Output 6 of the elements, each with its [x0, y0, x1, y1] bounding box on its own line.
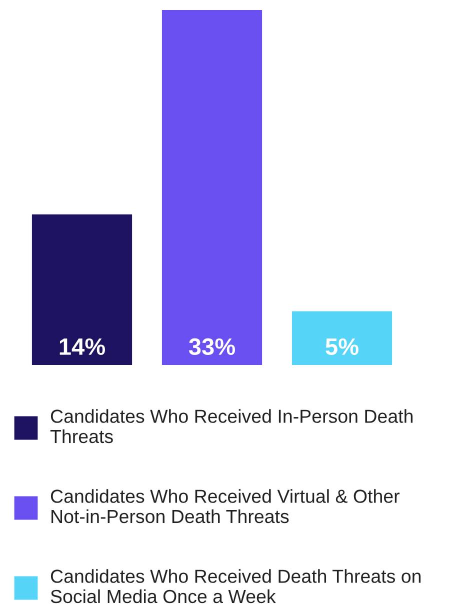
data-label: 33% [188, 338, 236, 356]
legend-label: Candidates Who Received Virtual & Other Not-in-Person Death Threats [50, 489, 400, 524]
legend-label: Candidates Who Received In-Person Death Threats [50, 409, 413, 444]
legend-label: Candidates Who Received Death Threats on Social Media Once a Week [50, 569, 421, 604]
data-label: 14% [60, 338, 106, 355]
data-label: 5% [326, 338, 358, 356]
